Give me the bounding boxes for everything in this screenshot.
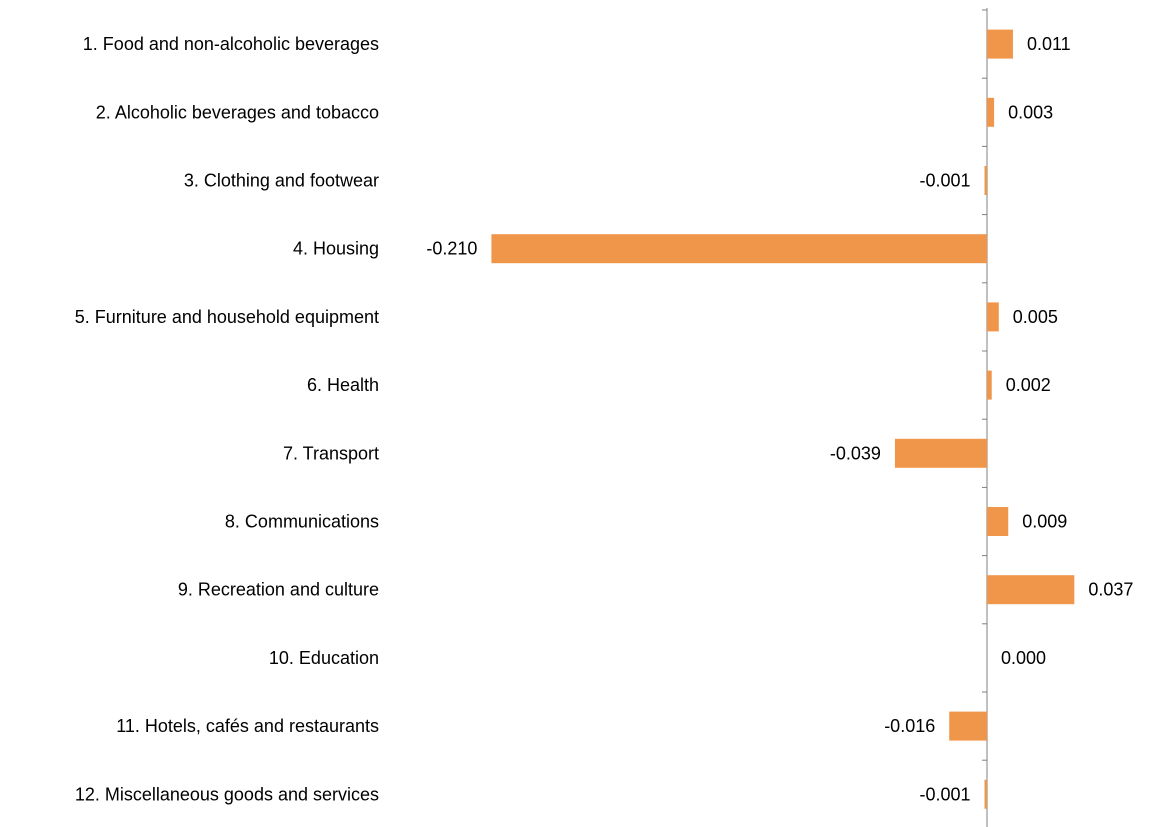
value-label: 0.005: [1013, 307, 1058, 327]
value-label: 0.000: [1001, 648, 1046, 668]
category-label: 8. Communications: [225, 512, 379, 532]
bar: [987, 575, 1075, 605]
bar: [949, 711, 987, 741]
value-label: -0.016: [884, 716, 935, 736]
bar: [987, 370, 992, 400]
category-label: 1. Food and non-alcoholic beverages: [83, 34, 379, 54]
bar: [984, 166, 987, 195]
value-label: -0.001: [919, 784, 970, 804]
value-label: -0.210: [426, 239, 477, 259]
value-label: 0.037: [1088, 580, 1133, 600]
category-label: 9. Recreation and culture: [178, 580, 379, 600]
category-label: 6. Health: [307, 375, 379, 395]
bar: [894, 438, 987, 468]
value-label: -0.001: [919, 171, 970, 191]
bar: [984, 779, 987, 809]
category-label: 10. Education: [269, 648, 379, 668]
bar: [987, 507, 1009, 536]
bar: [987, 29, 1013, 59]
value-label: 0.009: [1022, 512, 1067, 532]
category-label: 2. Alcoholic beverages and tobacco: [96, 102, 379, 122]
category-label: 3. Clothing and footwear: [184, 171, 379, 191]
value-label: 0.011: [1027, 34, 1071, 54]
value-label: 0.002: [1006, 375, 1051, 395]
category-label: 12. Miscellaneous goods and services: [75, 784, 379, 804]
category-label: 11. Hotels, cafés and restaurants: [116, 716, 379, 736]
bar: [491, 234, 987, 264]
bar: [987, 97, 995, 127]
value-label: 0.003: [1008, 102, 1053, 122]
category-label: 4. Housing: [293, 239, 379, 259]
bar: [987, 302, 999, 332]
value-label: -0.039: [830, 443, 881, 463]
category-label: 5. Furniture and household equipment: [75, 307, 379, 327]
category-label: 7. Transport: [283, 443, 379, 463]
